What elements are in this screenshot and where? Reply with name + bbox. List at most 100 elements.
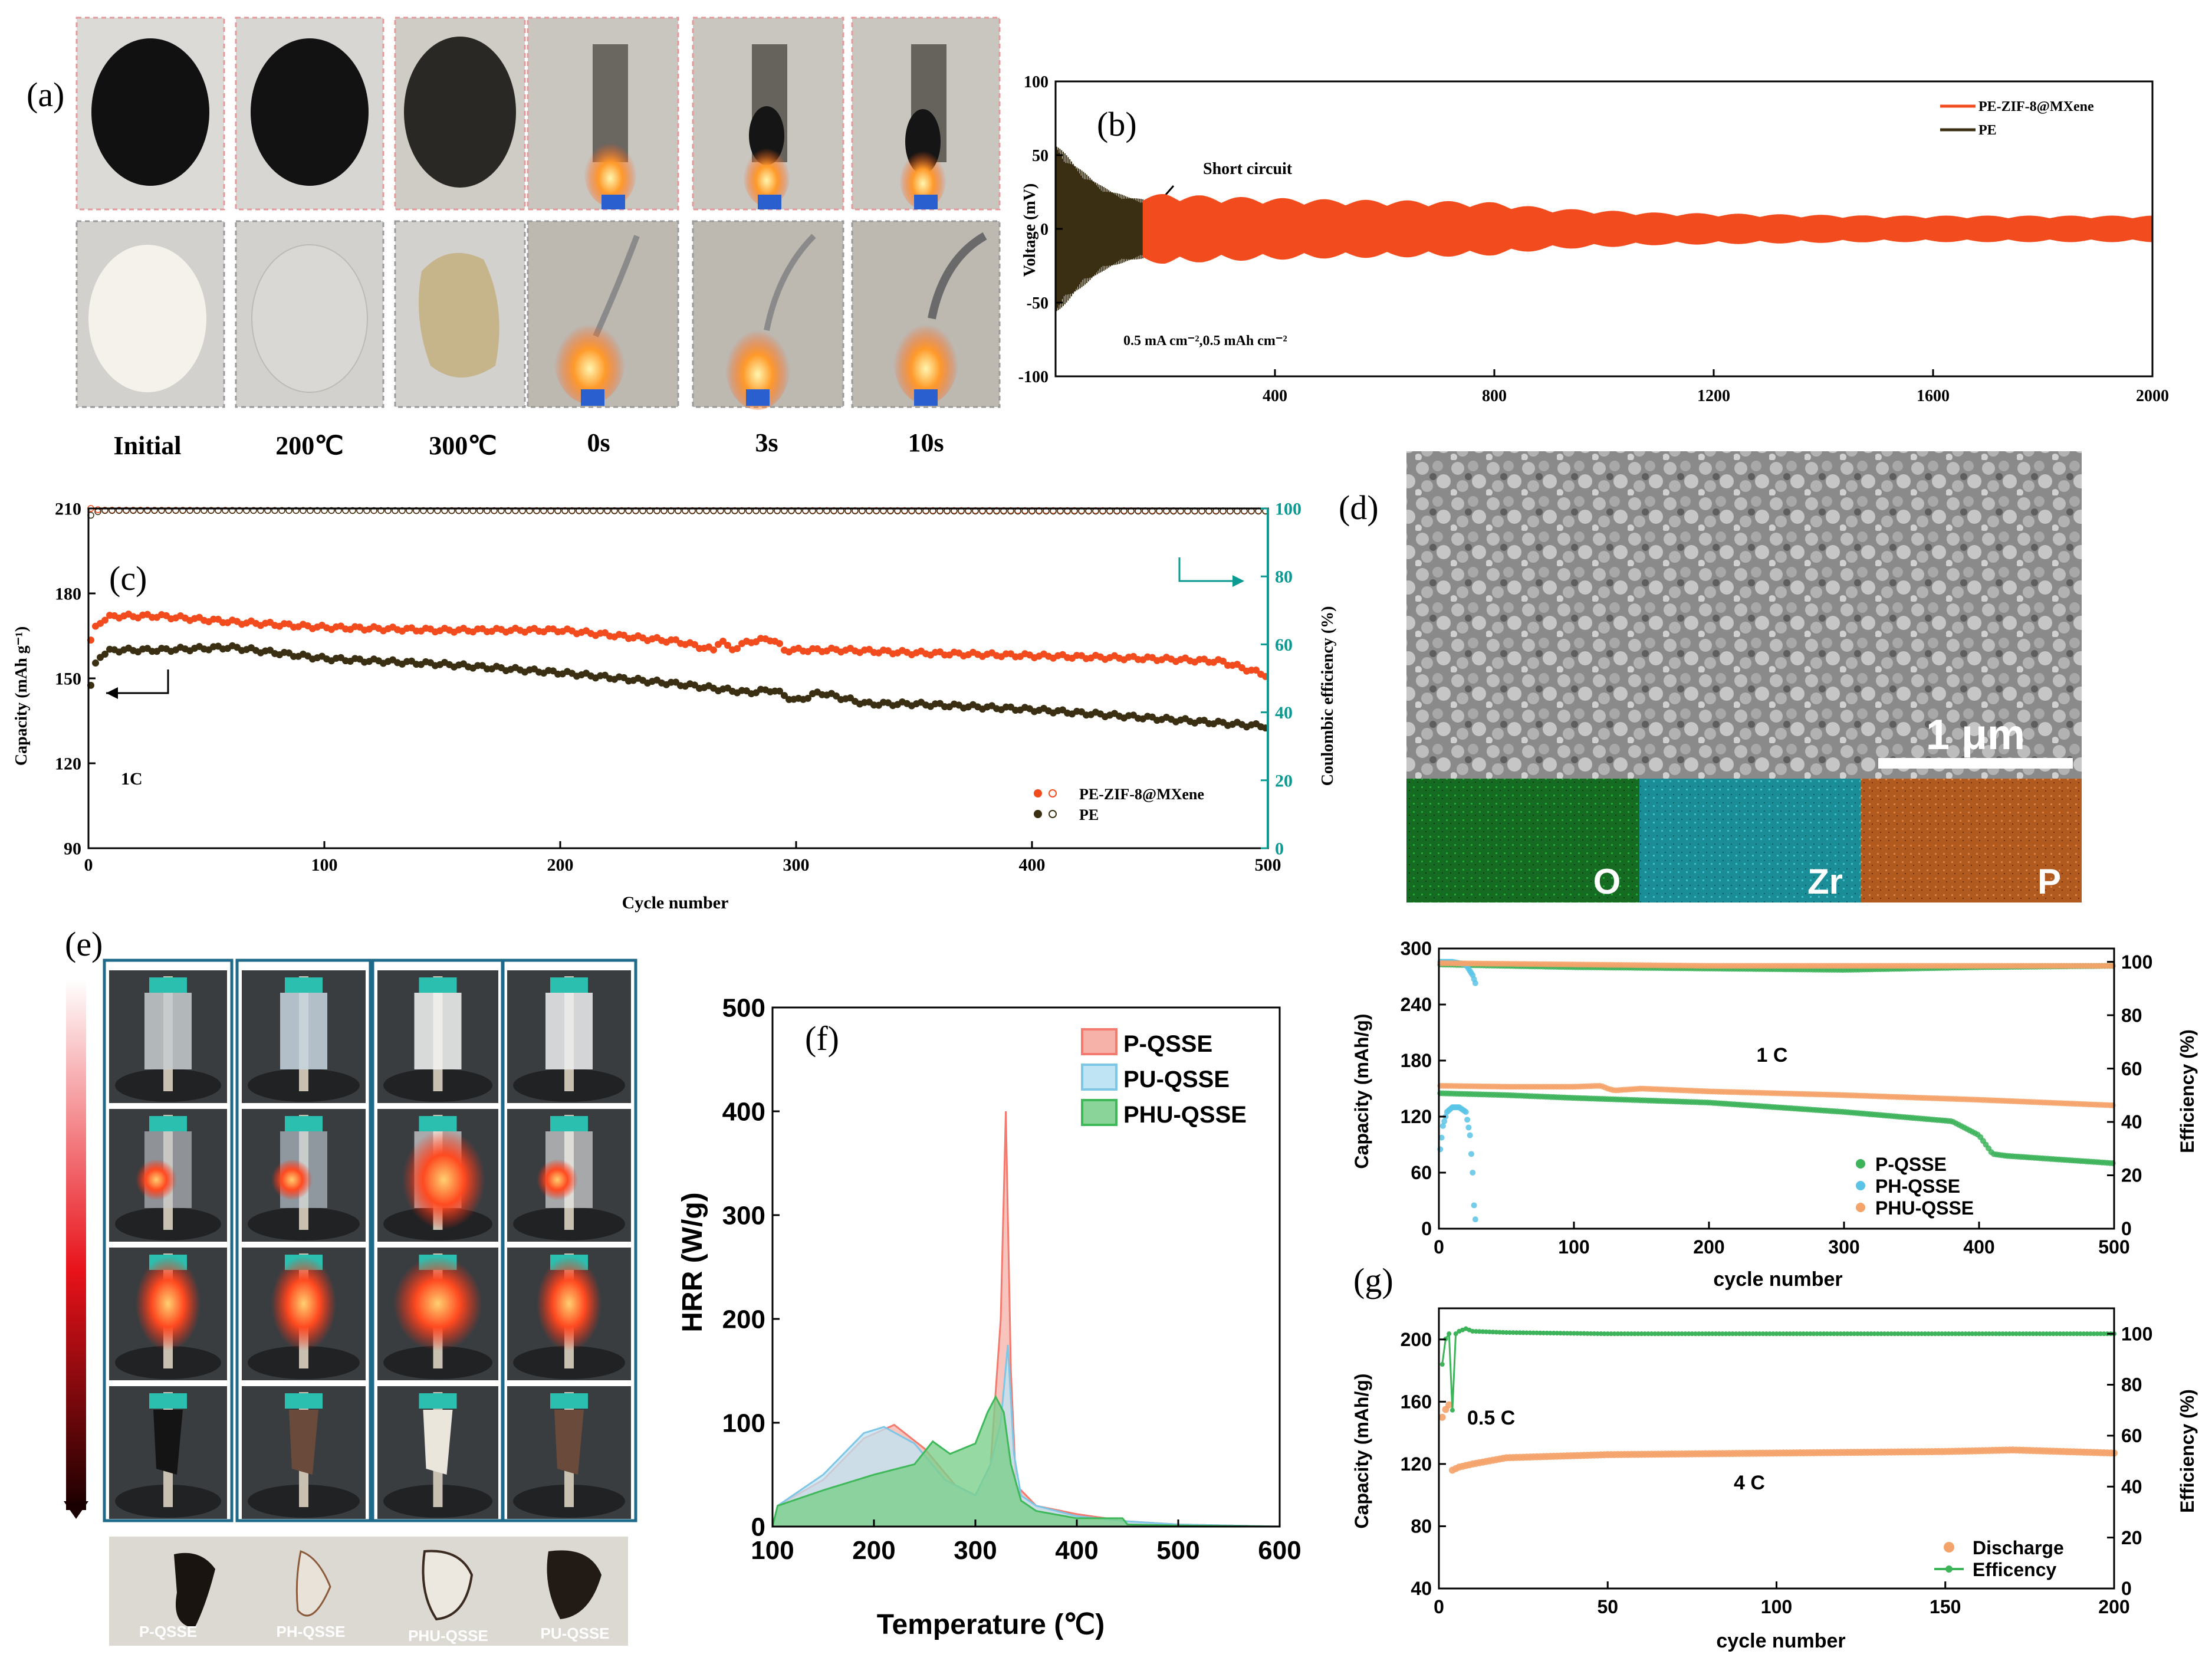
chart-g-bottom-y2-tick-label-1: 20 <box>2121 1527 2142 1548</box>
point <box>710 646 717 654</box>
chart-g-bottom-xtick-label-3: 150 <box>1930 1596 1961 1617</box>
chart-g-top-xtick-label-2: 200 <box>1693 1236 1724 1258</box>
lighter-10s-bottom <box>914 389 938 406</box>
point <box>193 507 201 514</box>
fire <box>402 1130 485 1230</box>
gradient-arrow-head <box>64 1501 88 1519</box>
clip <box>419 1393 457 1409</box>
chart-g-bottom-y-tick-label-1: 80 <box>1411 1516 1432 1537</box>
legend-c-marker-1b <box>1049 810 1057 818</box>
chart-g-top-y2-tick-label-5: 100 <box>2121 951 2152 973</box>
legend-c-marker-0b <box>1049 789 1057 797</box>
point <box>1439 1123 1446 1129</box>
chart-c-y-tick-label-4: 210 <box>55 500 81 519</box>
burnt-residue <box>153 1410 183 1475</box>
chart-g-bottom-y-tick-label-0: 40 <box>1411 1578 1432 1599</box>
residue-pu-qsse <box>547 1550 602 1619</box>
chart-f-y-tick-label-2: 200 <box>722 1305 765 1334</box>
chart-g-bottom-y2-tick-label-5: 100 <box>2121 1323 2152 1344</box>
chart-g-top-y-tick-label-2: 120 <box>1401 1106 1432 1127</box>
chart-f-y-tick-label-3: 300 <box>722 1201 765 1230</box>
point <box>1462 1109 1469 1115</box>
point <box>734 645 741 652</box>
eds-map-zr <box>1639 779 1861 902</box>
annotation-0-5c: 0.5 C <box>1467 1407 1515 1429</box>
chart-g-bottom-xtick-label-0: 0 <box>1434 1596 1444 1617</box>
chart-g-bottom-xtick-label-4: 200 <box>2098 1596 2129 1617</box>
point <box>278 507 285 514</box>
chart-b-y-tick-label-3: 50 <box>1032 147 1049 165</box>
point <box>1468 1151 1474 1157</box>
point <box>144 507 151 514</box>
point <box>307 507 314 514</box>
point <box>1470 1170 1476 1176</box>
chart-f-xlabel: Temperature (℃) <box>877 1609 1105 1640</box>
point <box>151 507 158 514</box>
chart-c-ylabel2: Coulombic efficiency (%) <box>1319 606 1337 786</box>
chart-g-top-xlabel: cycle number <box>1713 1268 1842 1291</box>
flame-10s-bottom <box>893 316 958 404</box>
column-frame-3 <box>501 959 637 1522</box>
flame-0s-bottom <box>554 316 625 404</box>
legend-b-text-1: PE <box>1978 123 1997 138</box>
point <box>285 507 292 514</box>
separator-disc-300c <box>404 37 516 188</box>
flame-10s-top <box>899 145 946 209</box>
chart-g-top-xtick-label-5: 500 <box>2098 1236 2129 1258</box>
point <box>109 507 116 514</box>
point <box>208 507 215 514</box>
clip <box>285 1393 323 1409</box>
pe-disc-initial <box>88 245 206 392</box>
panel-a-label: (a) <box>27 76 64 114</box>
point <box>101 651 109 658</box>
burn-test-grid <box>103 959 637 1522</box>
fire <box>136 1256 201 1351</box>
flame-3s-top <box>743 142 790 206</box>
fire <box>136 1159 177 1200</box>
chart-g-top-y2-tick-label-3: 60 <box>2121 1058 2142 1079</box>
point <box>1472 1216 1478 1223</box>
point <box>264 507 271 514</box>
series-efficency <box>1439 1326 2116 1413</box>
chart-g-top-xtick-label-3: 300 <box>1828 1236 1859 1258</box>
separator-disc-initial <box>91 38 209 186</box>
chart-g-bottom-xtick-label-1: 50 <box>1597 1596 1618 1617</box>
clip <box>285 1116 323 1131</box>
chart-g-top-y-tick-label-4: 240 <box>1401 994 1432 1015</box>
point <box>123 507 130 514</box>
series-pe-zif-8-mxene-capacity <box>87 611 1269 680</box>
fire <box>537 1256 602 1351</box>
chart-g-top-y-tick-label-5: 300 <box>1401 938 1432 959</box>
chart-f-xtick-label-1: 200 <box>852 1536 895 1565</box>
chart-g-top-ylabel: Capacity (mAh/g) <box>1351 1013 1372 1169</box>
point <box>1441 1118 1448 1124</box>
point <box>1253 667 1260 674</box>
label-0s: 0s <box>587 428 610 457</box>
lighter-3s-bottom <box>746 389 770 406</box>
chart-g-top-y2-tick-label-4: 80 <box>2121 1005 2142 1026</box>
clip <box>149 1393 187 1409</box>
chart-b-y-tick-label-0: -100 <box>1018 368 1049 386</box>
legend-f-text-1: PU-QSSE <box>1123 1066 1230 1092</box>
chart-c-ylabel: Capacity (mAh g⁻¹) <box>12 626 31 766</box>
eds-map-p <box>1861 779 2082 902</box>
point <box>257 507 264 514</box>
point <box>137 507 144 514</box>
chart-c-xlabel: Cycle number <box>622 893 729 913</box>
chart-c-xtick-label-1: 100 <box>311 855 338 875</box>
clip <box>550 1393 588 1409</box>
clip <box>149 1116 187 1131</box>
annotation-short-circuit: Short circuit <box>1203 160 1293 178</box>
point <box>781 692 788 700</box>
arrow-capacity-axis <box>106 669 169 694</box>
series-phu-qsse-efficiency <box>1437 960 2116 969</box>
point <box>243 507 250 514</box>
chart-f-frame <box>771 1006 1281 1528</box>
fire <box>271 1159 313 1200</box>
chart-c-y2-tick-label-5: 100 <box>1275 500 1301 519</box>
point <box>321 507 328 514</box>
chart-f-xtick-label-4: 500 <box>1156 1536 1199 1565</box>
point <box>172 507 179 514</box>
chart-c-xtick-label-3: 300 <box>783 855 810 875</box>
clip <box>149 977 187 993</box>
